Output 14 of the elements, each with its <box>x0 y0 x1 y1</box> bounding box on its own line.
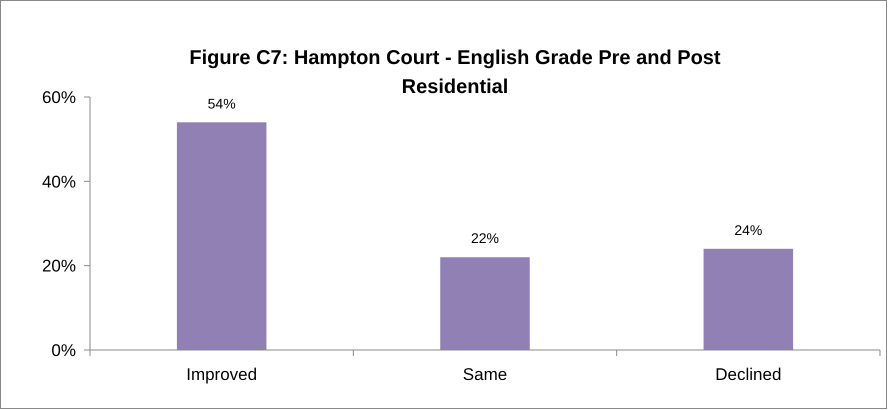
bar <box>440 257 530 350</box>
x-tick-label: Same <box>462 365 508 384</box>
data-label: 22% <box>470 230 500 246</box>
chart-title: Figure C7: Hampton Court - English Grade Pre and Post Residential <box>189 47 721 98</box>
y-tick-label: 20% <box>42 256 76 276</box>
y-tick-label: 40% <box>42 172 76 192</box>
bar <box>704 248 794 350</box>
y-tick-label: 60% <box>42 88 76 107</box>
data-label: 54% <box>208 95 236 112</box>
x-tick-label: Improved <box>186 365 258 384</box>
data-label: 24% <box>734 222 762 238</box>
x-tick-label: Declined <box>715 365 782 384</box>
bar <box>176 122 266 350</box>
y-tick-label: 0% <box>51 340 76 360</box>
